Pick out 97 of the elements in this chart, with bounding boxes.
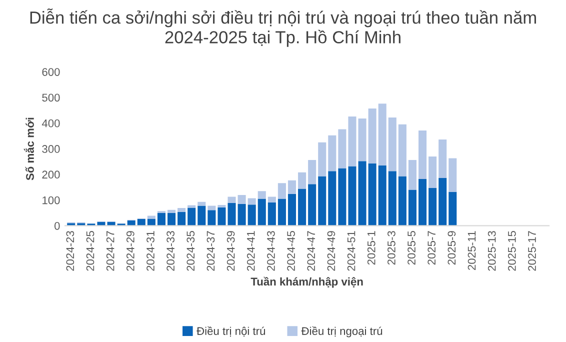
bar <box>438 140 447 178</box>
x-tick-label: 2024-51 <box>347 231 356 271</box>
bar <box>268 196 276 202</box>
chart-title: Diễn tiến ca sởi/nghi sởi điều trị nội trú và ngoại trú theo tuần năm 2024-2025 tại Tp. Hồ Chí Minh <box>30 8 536 47</box>
bar <box>398 124 406 176</box>
bar <box>338 129 346 168</box>
x-tick-label: 2024-47 <box>307 231 316 271</box>
bar <box>388 171 396 226</box>
bar <box>418 179 427 226</box>
bar <box>298 172 306 189</box>
bar <box>378 104 386 166</box>
bar <box>137 219 146 226</box>
x-tick-label: 2024-25 <box>86 231 94 271</box>
y-tick-label: 0 <box>54 222 60 230</box>
bar <box>298 188 306 226</box>
x-tick-label: 2025-3 <box>388 231 396 265</box>
bar <box>278 183 286 199</box>
bar <box>388 117 396 172</box>
bar <box>198 206 206 226</box>
x-tick-label: 2025-1 <box>367 231 376 265</box>
bar <box>418 130 427 180</box>
y-tick-label: 200 <box>42 170 60 179</box>
x-tick-label: 2024-43 <box>267 231 275 271</box>
x-tick-label: 2025-7 <box>428 231 436 265</box>
bar <box>147 216 156 219</box>
y-axis-title: Số mắc mới <box>24 118 34 180</box>
bar <box>378 165 386 226</box>
bar <box>448 192 457 226</box>
x-tick-label: 2024-35 <box>186 231 195 271</box>
bar <box>428 156 437 188</box>
x-tick-label: 2024-31 <box>146 231 154 271</box>
x-tick-label: 2025-5 <box>408 231 416 265</box>
bar <box>368 108 376 164</box>
bar <box>308 184 316 226</box>
bar <box>398 176 406 226</box>
bar <box>228 196 236 203</box>
bar <box>218 204 226 208</box>
bar <box>238 204 246 226</box>
x-tick-label: 2024-37 <box>206 231 215 271</box>
x-tick-label: 2025-15 <box>508 231 516 271</box>
bar <box>318 176 326 226</box>
x-tick-label: 2025-13 <box>488 231 496 271</box>
bar <box>358 118 366 162</box>
bar <box>178 208 186 212</box>
x-tick-label: 2024-27 <box>106 231 114 271</box>
bar <box>278 198 286 226</box>
bar <box>258 198 266 226</box>
bar <box>248 198 256 205</box>
bar <box>168 210 176 213</box>
bar <box>238 194 246 204</box>
bar <box>248 204 256 226</box>
bar <box>198 202 206 206</box>
bar <box>178 212 186 226</box>
bar <box>188 205 196 208</box>
y-tick-label: 500 <box>42 94 60 102</box>
x-tick-label: 2024-23 <box>66 231 74 271</box>
bar <box>208 206 216 210</box>
y-tick-label: 300 <box>42 145 60 153</box>
bar <box>368 163 376 226</box>
x-tick-label: 2025-11 <box>468 231 476 270</box>
y-tick-label: 100 <box>42 196 60 204</box>
bar <box>188 208 196 226</box>
x-tick-label: 2024-41 <box>246 231 255 271</box>
bar <box>157 212 166 226</box>
legend-label: Điều trị nội trú <box>196 326 266 337</box>
bar <box>438 178 447 226</box>
bar <box>348 116 356 166</box>
x-tick-label: 2025-17 <box>528 231 536 271</box>
y-tick-label: 600 <box>42 68 60 76</box>
legend-label: Điều trị ngoại trú <box>301 326 382 338</box>
bar <box>428 188 437 226</box>
x-tick-label: 2024-39 <box>226 231 235 271</box>
bar <box>288 180 296 194</box>
bar <box>408 190 416 226</box>
x-axis-title: Tuần khám/nhập viện <box>250 276 363 288</box>
x-tick-label: 2024-45 <box>287 231 295 271</box>
bar <box>168 212 176 226</box>
x-tick-label: 2024-29 <box>126 231 134 271</box>
bar <box>328 135 336 172</box>
bar <box>348 166 356 226</box>
bar <box>338 168 346 226</box>
bar <box>308 160 316 184</box>
bar <box>228 202 236 226</box>
bar <box>328 171 336 226</box>
bar <box>318 142 326 176</box>
bar <box>358 161 366 226</box>
bar <box>208 210 216 226</box>
bar <box>288 194 296 226</box>
x-tick-label: 2024-49 <box>327 231 336 271</box>
y-tick-label: 400 <box>42 119 60 128</box>
x-tick-label: 2025-9 <box>448 231 456 265</box>
x-tick-label: 2024-33 <box>166 231 174 271</box>
bar <box>408 160 416 190</box>
bar <box>258 191 266 199</box>
bar <box>268 202 276 226</box>
bar <box>448 158 457 192</box>
bar <box>218 208 226 226</box>
